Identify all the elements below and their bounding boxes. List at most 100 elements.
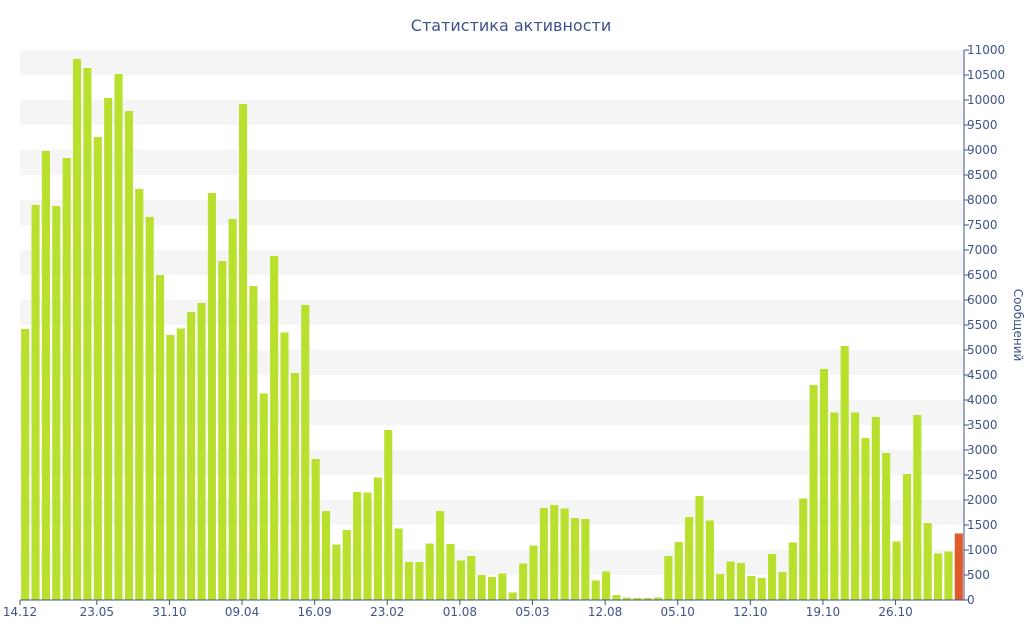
bar[interactable]	[93, 137, 102, 600]
bar[interactable]	[321, 511, 331, 600]
bar[interactable]	[218, 261, 227, 600]
bar[interactable]	[778, 572, 787, 600]
bar[interactable]	[612, 595, 621, 600]
bar[interactable]	[923, 523, 932, 600]
bar[interactable]	[207, 193, 216, 600]
bar[interactable]	[135, 189, 144, 600]
bar[interactable]	[394, 528, 403, 601]
bar[interactable]	[529, 545, 538, 601]
bar[interactable]	[301, 305, 310, 600]
bar[interactable]	[788, 542, 797, 601]
bar[interactable]	[757, 578, 766, 600]
bar[interactable]	[404, 562, 414, 600]
bar[interactable]	[508, 592, 517, 601]
bar[interactable]	[934, 553, 943, 601]
bar[interactable]	[384, 430, 393, 600]
bar[interactable]	[62, 158, 71, 600]
bar[interactable]	[353, 492, 362, 600]
bar[interactable]	[653, 597, 663, 601]
bar[interactable]	[238, 104, 248, 600]
bar[interactable]	[477, 575, 486, 600]
bar[interactable]	[861, 438, 870, 600]
bar[interactable]	[52, 206, 61, 600]
bar[interactable]	[519, 563, 528, 601]
bar[interactable]	[799, 498, 808, 601]
bar[interactable]	[425, 543, 434, 601]
bar[interactable]	[487, 577, 497, 600]
bar[interactable]	[498, 573, 507, 601]
y-tick-label: 1000	[967, 543, 998, 557]
bar[interactable]	[176, 328, 185, 601]
bar[interactable]	[581, 519, 590, 600]
bar[interactable]	[736, 563, 746, 600]
x-tick-label: 05.10	[661, 605, 695, 619]
bar[interactable]	[840, 346, 849, 600]
bar[interactable]	[456, 560, 465, 601]
bar[interactable]	[415, 562, 424, 600]
bar[interactable]	[145, 217, 154, 600]
bar[interactable]	[290, 373, 299, 600]
bar[interactable]	[446, 544, 455, 600]
bar[interactable]	[882, 453, 891, 600]
bar[interactable]	[643, 598, 652, 600]
bar[interactable]	[674, 542, 683, 600]
bar[interactable]	[539, 508, 548, 600]
bar[interactable]	[695, 496, 704, 600]
grid-band	[20, 150, 964, 175]
bar[interactable]	[114, 74, 123, 600]
bar[interactable]	[342, 530, 351, 600]
bar[interactable]	[467, 556, 476, 600]
bar[interactable]	[31, 205, 40, 600]
bar[interactable]	[311, 459, 320, 600]
bar[interactable]	[685, 517, 694, 600]
bar[interactable]	[726, 561, 735, 601]
bar[interactable]	[41, 151, 50, 600]
bar[interactable]	[363, 492, 372, 601]
bar[interactable]	[228, 219, 237, 600]
bar[interactable]	[280, 332, 289, 601]
bar[interactable]	[851, 412, 860, 601]
bar[interactable]	[259, 393, 268, 601]
bar[interactable]	[944, 551, 953, 601]
x-tick-label: 19.10	[806, 605, 840, 619]
bar[interactable]	[768, 554, 777, 600]
bar[interactable]	[747, 576, 756, 600]
bar[interactable]	[716, 574, 725, 600]
bar[interactable]	[622, 597, 631, 601]
bar[interactable]	[166, 335, 175, 600]
bar[interactable]	[591, 580, 600, 601]
bar[interactable]	[73, 59, 82, 600]
bar[interactable]	[249, 286, 258, 600]
bar[interactable]	[270, 256, 279, 600]
bar[interactable]	[819, 369, 828, 600]
bar[interactable]	[83, 68, 92, 600]
bar[interactable]	[892, 541, 901, 601]
bar[interactable]	[664, 556, 673, 600]
bar[interactable]	[197, 303, 206, 600]
grid-band	[20, 250, 964, 275]
bar[interactable]	[187, 312, 196, 600]
bar[interactable]	[830, 412, 839, 601]
bar[interactable]	[550, 505, 559, 600]
bar[interactable]	[156, 275, 165, 600]
x-tick-label: 26.10	[878, 605, 912, 619]
bar[interactable]	[705, 520, 714, 601]
bar[interactable]	[570, 518, 580, 600]
bar[interactable]	[633, 598, 642, 600]
bar[interactable]	[902, 474, 911, 600]
bar[interactable]	[436, 511, 445, 600]
bar[interactable]	[124, 111, 133, 600]
bar[interactable]	[913, 415, 922, 600]
y-tick-label: 10000	[967, 93, 1005, 107]
bar[interactable]	[871, 417, 880, 600]
bar[interactable]	[373, 477, 382, 601]
bar[interactable]	[560, 508, 569, 601]
bar[interactable]	[104, 98, 113, 600]
y-tick-label: 500	[967, 568, 990, 582]
bar[interactable]	[809, 385, 818, 600]
bar[interactable]	[602, 571, 611, 601]
bar[interactable]	[332, 544, 341, 601]
bar-current[interactable]	[954, 533, 963, 601]
bar[interactable]	[21, 329, 30, 600]
